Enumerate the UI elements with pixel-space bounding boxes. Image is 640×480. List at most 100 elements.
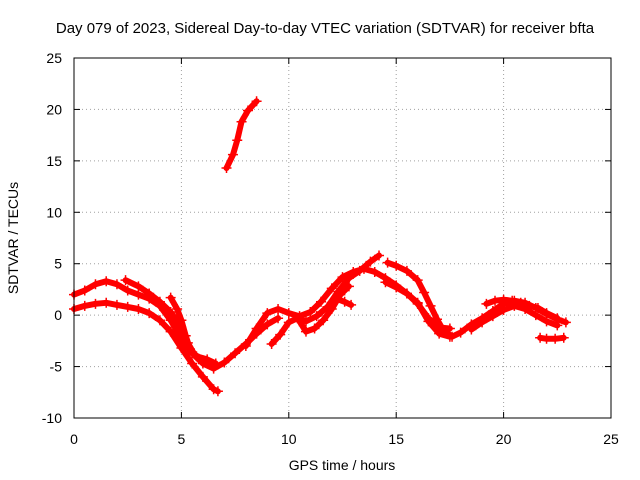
data-point <box>197 371 208 382</box>
data-point <box>419 287 430 298</box>
data-point <box>412 275 423 286</box>
data-point <box>382 257 393 268</box>
data-point <box>391 282 402 293</box>
y-tick-label: 20 <box>46 101 62 117</box>
data-point <box>120 275 131 286</box>
data-point <box>154 315 165 326</box>
data-point <box>444 323 455 334</box>
data-point <box>133 281 144 292</box>
y-tick-label: 15 <box>46 153 62 169</box>
data-point <box>311 311 322 322</box>
y-tick-label: 25 <box>46 50 62 66</box>
data-point <box>535 332 546 343</box>
y-tick-label: -5 <box>50 359 63 375</box>
data-point <box>283 308 294 319</box>
data-point <box>365 256 376 267</box>
y-tick-label: 0 <box>54 307 62 323</box>
data-point <box>79 285 90 296</box>
x-tick-label: 25 <box>603 431 619 447</box>
x-tick-label: 5 <box>178 431 186 447</box>
data-point <box>498 294 509 305</box>
x-tick-label: 0 <box>70 431 78 447</box>
x-tick-label: 15 <box>388 431 404 447</box>
data-point <box>425 300 436 311</box>
data-point <box>498 305 509 315</box>
data-point <box>165 292 176 303</box>
data-point <box>221 163 232 174</box>
data-point <box>90 298 101 309</box>
data-point <box>401 288 412 299</box>
data-point <box>154 296 165 307</box>
data-point <box>455 327 466 338</box>
ticks: 0 5 10 15 20 25 -10 -5 0 5 10 15 20 25 <box>42 50 619 447</box>
data-point <box>187 358 198 369</box>
data-point <box>184 344 195 355</box>
data-point <box>111 299 122 310</box>
data-point <box>339 296 350 307</box>
data-point <box>212 386 223 397</box>
data-point <box>176 315 187 326</box>
data-series-track-7 <box>266 250 385 349</box>
data-point <box>391 260 402 271</box>
data-series-track-2 <box>69 297 223 397</box>
series-group <box>69 96 571 397</box>
data-point <box>210 358 221 369</box>
data-point <box>283 317 294 328</box>
data-point <box>412 298 423 309</box>
data-point <box>305 307 316 318</box>
data-point <box>552 313 563 324</box>
data-point <box>434 322 445 333</box>
data-point <box>326 283 337 294</box>
series-trace <box>223 98 260 172</box>
data-point <box>507 295 518 306</box>
data-point <box>122 301 133 312</box>
series-trace <box>71 299 221 395</box>
data-point <box>266 338 277 349</box>
data-series-track-13 <box>481 294 563 324</box>
data-point <box>541 308 552 319</box>
data-point <box>490 295 501 306</box>
grid <box>74 58 611 418</box>
data-point <box>251 323 262 334</box>
data-point <box>326 303 337 314</box>
data-point <box>331 293 342 304</box>
data-point <box>79 300 90 311</box>
data-series-track-14 <box>535 332 569 344</box>
data-point <box>101 297 112 308</box>
data-point <box>191 351 202 362</box>
data-point <box>477 317 488 328</box>
data-point <box>227 149 238 160</box>
data-point <box>111 279 122 290</box>
data-series-track-11 <box>380 277 455 334</box>
y-tick-label: 10 <box>46 204 62 220</box>
data-point <box>101 276 112 287</box>
data-point <box>560 317 571 328</box>
data-point <box>262 319 273 330</box>
data-point <box>318 315 329 326</box>
data-point <box>219 357 230 368</box>
data-point <box>176 343 187 354</box>
data-point <box>90 279 101 290</box>
data-series-track-8 <box>294 281 354 337</box>
data-point <box>530 310 541 321</box>
data-point <box>354 265 365 276</box>
data-point <box>369 266 380 277</box>
y-tick-label: -10 <box>42 410 62 426</box>
y-axis-label: SDTVAR / TECUs <box>5 182 21 294</box>
data-point <box>524 300 535 311</box>
data-point <box>481 298 492 309</box>
data-point <box>423 313 434 324</box>
data-point <box>236 116 247 127</box>
data-point <box>346 299 357 310</box>
data-point <box>466 324 477 335</box>
data-point <box>208 384 219 395</box>
data-point <box>487 311 498 322</box>
data-point <box>275 329 286 340</box>
y-tick-label: 5 <box>54 256 62 272</box>
data-point <box>294 316 305 327</box>
data-point <box>515 297 526 308</box>
data-point <box>309 323 320 334</box>
data-point <box>165 307 176 318</box>
data-point <box>165 326 176 337</box>
